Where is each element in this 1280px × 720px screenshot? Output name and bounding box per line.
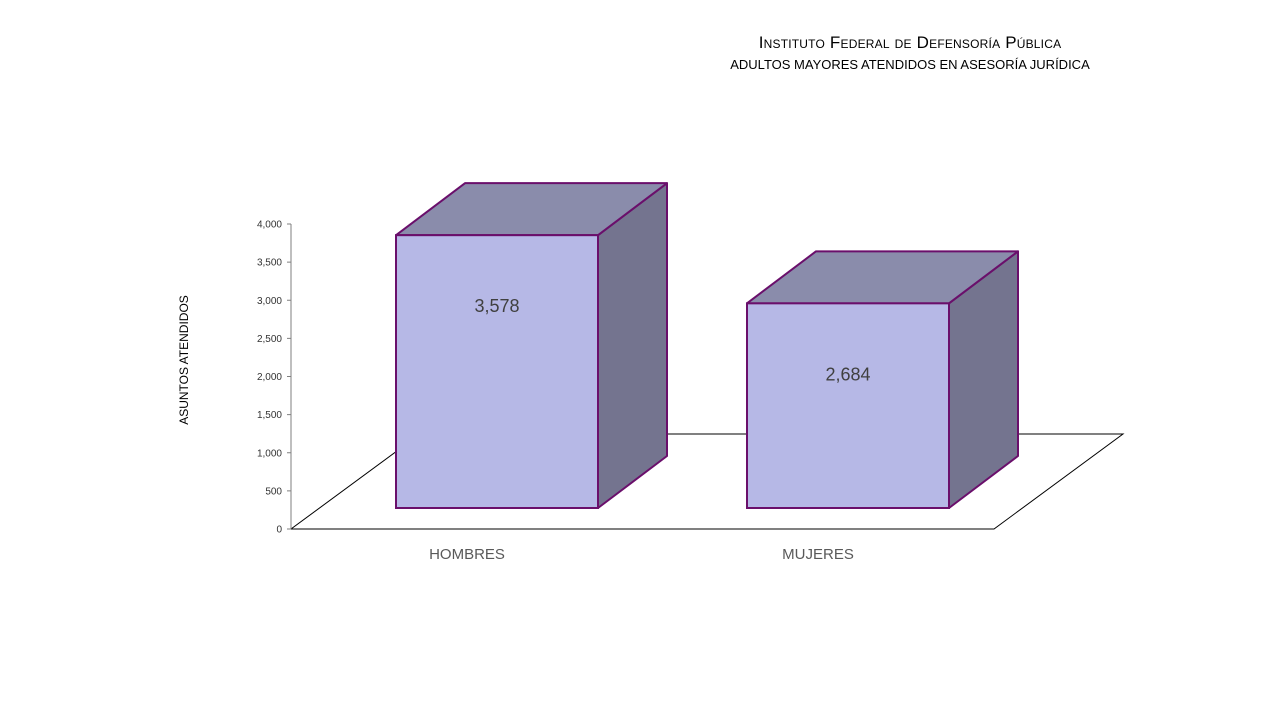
bar-front-face [395, 234, 599, 510]
y-tick-label: 4,000 [257, 220, 282, 231]
y-tick-label: 500 [265, 486, 282, 497]
y-tick-label: 1,000 [257, 448, 282, 459]
y-tick-label: 2,000 [257, 372, 282, 383]
y-tick-label: 1,500 [257, 410, 282, 421]
y-tick-label: 2,500 [257, 334, 282, 345]
y-tick-label: 0 [276, 525, 282, 536]
category-label: HOMBRES [429, 546, 505, 563]
y-axis: 0 500 1,000 1,500 2,000 2,500 3,000 3,500 4,000 [257, 220, 292, 536]
floor-outline [289, 433, 1125, 530]
chart-floor [289, 433, 1125, 530]
data-label: 3,578 [474, 296, 519, 316]
data-label: 2,684 [825, 364, 870, 384]
bars [395, 182, 1019, 510]
bar-mujeres [746, 250, 1019, 509]
labels: 3,578 HOMBRES 2,684 MUJERES [429, 296, 870, 563]
bar-hombres [395, 182, 668, 510]
y-tick-label: 3,500 [257, 258, 282, 269]
bar-front-face [746, 302, 950, 509]
category-label: MUJERES [782, 546, 854, 563]
y-tick-label: 3,000 [257, 296, 282, 307]
chart-subtitle: ADULTOS MAYORES ATENDIDOS EN ASESORÍA JU… [730, 57, 1090, 72]
chart-title-block: Instituto Federal de Defensoría Pública … [680, 32, 1140, 74]
chart-title: Instituto Federal de Defensoría Pública [758, 33, 1062, 52]
bar-side-face [597, 182, 668, 509]
